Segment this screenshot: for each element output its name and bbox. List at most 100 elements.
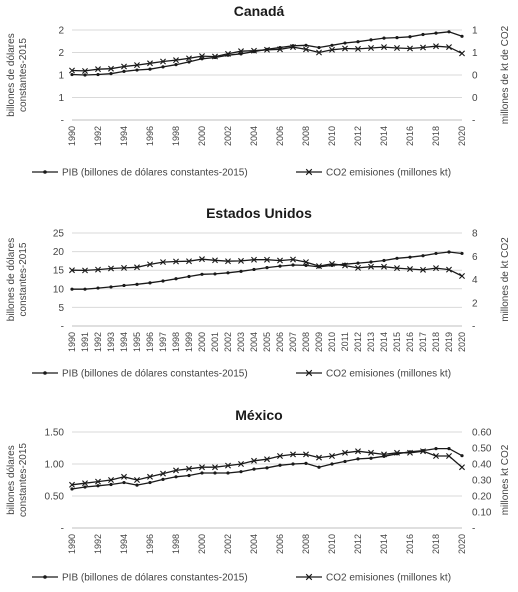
- x-tick-label: 2002: [223, 126, 233, 146]
- data-point: [395, 256, 399, 260]
- chart-0: Canadá - 1 1 2 2 - 0 0 1 1 1990 1992 1994 1996 1998 2000…: [6, 3, 511, 179]
- x-tick-label: 2014: [379, 126, 389, 146]
- x-tick-label: 2002: [223, 534, 233, 554]
- data-point: [173, 57, 179, 64]
- left-tick-label: 1.50: [45, 428, 65, 439]
- data-point: [238, 461, 244, 467]
- x-tick-label: 2000: [197, 126, 207, 146]
- left-tick-label: 5: [58, 303, 64, 314]
- data-point: [173, 258, 179, 265]
- x-tick-label: 1992: [93, 332, 103, 352]
- x-tick-label: 1992: [93, 126, 103, 146]
- data-point: [316, 454, 322, 461]
- data-point: [330, 43, 334, 47]
- data-point: [329, 46, 335, 53]
- data-point: [187, 473, 191, 478]
- x-tick-label: 2015: [392, 332, 402, 352]
- x-tick-label: 1994: [119, 126, 129, 146]
- x-tick-label: 2000: [197, 534, 207, 554]
- data-point: [239, 52, 243, 56]
- data-point: [394, 265, 400, 272]
- data-point: [433, 453, 439, 459]
- x-tick-label: 2008: [301, 126, 311, 146]
- right-tick-label: 0: [472, 71, 478, 82]
- chart-title: Estados Unidos: [206, 205, 312, 221]
- data-point: [264, 256, 270, 263]
- data-point: [251, 457, 257, 464]
- left-tick-label: 10: [53, 284, 65, 295]
- data-point: [342, 262, 348, 269]
- data-point: [161, 279, 165, 283]
- data-point: [252, 267, 256, 272]
- data-point: [407, 266, 413, 273]
- right-tick-label: 0: [472, 93, 478, 104]
- right-tick-label: 0.10: [472, 508, 492, 519]
- data-point: [304, 263, 308, 267]
- x-tick-label: 1998: [171, 534, 181, 554]
- x-tick-label: 1992: [93, 534, 103, 554]
- data-point: [368, 45, 374, 51]
- data-point: [173, 467, 179, 474]
- x-tick-label: 2010: [327, 126, 337, 146]
- data-point: [199, 256, 205, 263]
- data-point: [446, 44, 452, 51]
- data-point: [212, 53, 218, 60]
- x-tick-label: 2014: [379, 534, 389, 554]
- data-point: [96, 286, 100, 290]
- data-point: [212, 464, 218, 471]
- data-point: [160, 259, 166, 266]
- right-tick-label: 1: [472, 26, 478, 37]
- data-point: [108, 65, 114, 72]
- x-tick-label: 1994: [119, 534, 129, 554]
- data-point: [108, 477, 114, 483]
- data-point: [135, 483, 139, 487]
- legend-marker-dot: [43, 170, 47, 174]
- data-point: [420, 44, 426, 51]
- data-point: [121, 63, 127, 70]
- data-point: [330, 462, 334, 466]
- data-point: [264, 46, 270, 53]
- data-point: [239, 470, 243, 474]
- data-point: [459, 50, 465, 57]
- x-tick-label: 2004: [249, 534, 259, 554]
- x-tick-label: 2006: [275, 534, 285, 554]
- data-point: [460, 251, 464, 256]
- data-point: [317, 45, 321, 50]
- x-tick-label: 2002: [223, 332, 233, 352]
- data-point: [277, 257, 283, 264]
- data-point: [264, 456, 270, 463]
- data-point: [381, 451, 387, 458]
- right-tick-label: 0.60: [472, 428, 492, 439]
- data-point: [70, 487, 74, 491]
- x-tick-label: 1996: [145, 126, 155, 146]
- x-tick-label: 2006: [275, 332, 285, 352]
- x-tick-label: 2006: [275, 126, 285, 146]
- data-point: [407, 45, 413, 52]
- data-point: [134, 62, 140, 69]
- data-point: [251, 47, 257, 54]
- data-point: [278, 264, 282, 268]
- legend-label: CO2 emisiones (millones kt): [326, 369, 451, 380]
- data-point: [421, 32, 425, 37]
- data-point: [369, 260, 373, 264]
- data-point: [69, 67, 75, 74]
- data-point: [355, 45, 361, 52]
- data-point: [447, 447, 451, 451]
- data-point: [134, 477, 140, 483]
- x-tick-label: 2007: [288, 332, 298, 352]
- x-tick-label: 2012: [353, 332, 363, 352]
- data-point: [421, 254, 425, 258]
- x-tick-label: 2010: [327, 534, 337, 554]
- legend-marker-x: [305, 168, 313, 176]
- data-point: [95, 478, 101, 485]
- data-point: [408, 35, 412, 39]
- data-point: [408, 255, 412, 259]
- data-point: [277, 453, 283, 459]
- data-point: [239, 269, 243, 273]
- data-point: [290, 256, 296, 263]
- x-tick-label: 2018: [431, 534, 441, 554]
- data-point: [161, 65, 165, 69]
- legend-label: PIB (billones de dólares constantes-2015…: [62, 369, 248, 380]
- x-tick-label: 2009: [314, 332, 324, 352]
